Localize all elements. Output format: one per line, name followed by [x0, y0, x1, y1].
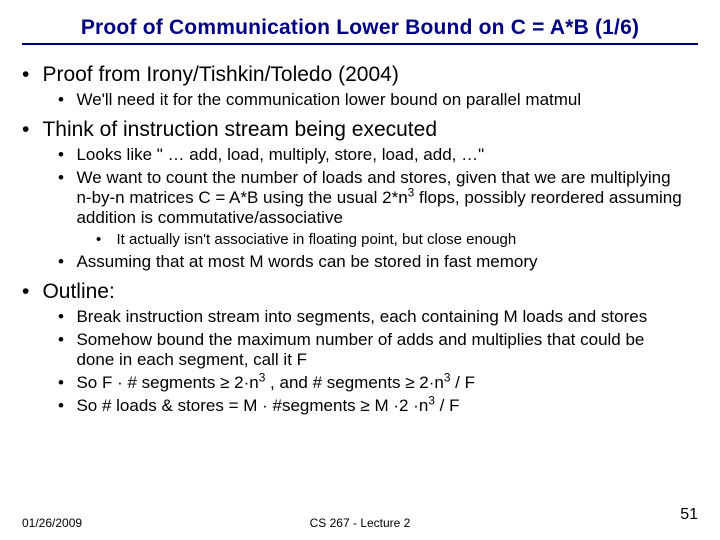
subbullet: • Looks like " … add, load, multiply, st… [58, 145, 698, 165]
bullet-text: Think of instruction stream being execut… [42, 118, 682, 142]
subbullet: • Somehow bound the maximum number of ad… [58, 330, 698, 370]
bullet-icon: • [58, 252, 72, 272]
bullet-icon: • [58, 145, 72, 165]
t: So # loads & stores = M · #segments ≥ M … [76, 396, 428, 415]
subbullet: • So F · # segments ≥ 2·n3 , and # segme… [58, 373, 698, 393]
bullet-icon: • [22, 118, 38, 142]
sup: 3 [428, 393, 435, 407]
bullet-icon: • [58, 330, 72, 350]
bullet-outline: • Outline: [22, 280, 698, 304]
subbullet: • Assuming that at most M words can be s… [58, 252, 698, 272]
bullet-text: We want to count the number of loads and… [76, 168, 686, 228]
subbullet: • Break instruction stream into segments… [58, 307, 698, 327]
t: / F [450, 373, 475, 392]
t: So F · # segments ≥ 2·n [76, 373, 258, 392]
bullet-think: • Think of instruction stream being exec… [22, 118, 698, 142]
bullet-proof: • Proof from Irony/Tishkin/Toledo (2004) [22, 63, 698, 87]
bullet-text: Outline: [42, 280, 682, 304]
subbullet: • So # loads & stores = M · #segments ≥ … [58, 396, 698, 416]
t: / F [435, 396, 460, 415]
bullet-text: Break instruction stream into segments, … [76, 307, 686, 327]
subsubbullet: • It actually isn't associative in float… [96, 231, 698, 249]
bullet-text: So # loads & stores = M · #segments ≥ M … [76, 396, 686, 416]
slide-title: Proof of Communication Lower Bound on C … [22, 16, 698, 45]
subbullet: • We'll need it for the communication lo… [58, 90, 698, 110]
bullet-text: So F · # segments ≥ 2·n3 , and # segment… [76, 373, 686, 393]
bullet-icon: • [22, 280, 38, 304]
footer-course: CS 267 - Lecture 2 [0, 516, 720, 530]
bullet-icon: • [58, 90, 72, 110]
subbullet: • We want to count the number of loads a… [58, 168, 698, 228]
bullet-icon: • [58, 307, 72, 327]
bullet-icon: • [22, 63, 38, 87]
bullet-text: It actually isn't associative in floatin… [116, 231, 676, 249]
bullet-text: Assuming that at most M words can be sto… [76, 252, 686, 272]
footer-page: 51 [680, 506, 698, 524]
bullet-text: Proof from Irony/Tishkin/Toledo (2004) [42, 63, 682, 87]
t: , and # segments ≥ 2·n [265, 373, 443, 392]
bullet-text: Looks like " … add, load, multiply, stor… [76, 145, 686, 165]
bullet-icon: • [58, 373, 72, 393]
bullet-text: We'll need it for the communication lowe… [76, 90, 686, 110]
bullet-icon: • [58, 396, 72, 416]
bullet-icon: • [58, 168, 72, 188]
bullet-icon: • [96, 231, 112, 249]
bullet-text: Somehow bound the maximum number of adds… [76, 330, 686, 370]
slide: Proof of Communication Lower Bound on C … [0, 0, 720, 540]
